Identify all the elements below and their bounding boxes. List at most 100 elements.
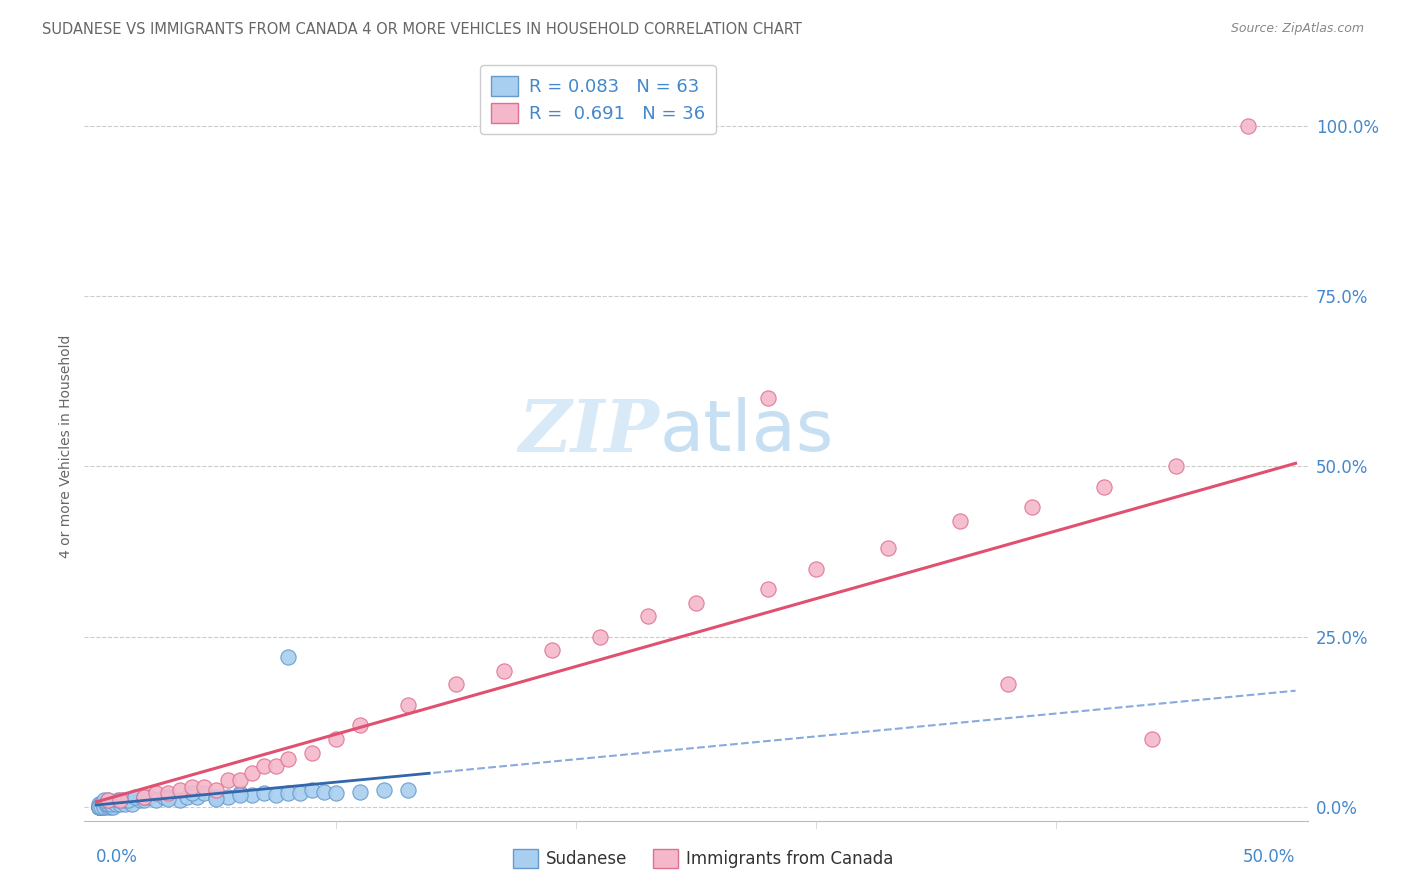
Point (87, 800, 110, 814)
Point (181, 786, 204, 800)
Point (396, 783, 419, 797)
Point (97, 800, 120, 814)
Point (186, 789, 208, 804)
Point (145, 793, 167, 807)
Point (110, 793, 132, 807)
Point (1140, 731, 1163, 746)
Point (157, 789, 180, 804)
Point (97, 793, 120, 807)
Point (1092, 480, 1115, 494)
Point (90, 800, 112, 814)
Point (229, 786, 252, 800)
Y-axis label: 4 or more Vehicles in Household: 4 or more Vehicles in Household (59, 334, 73, 558)
Point (373, 783, 395, 797)
Point (111, 793, 134, 807)
Point (240, 766, 263, 780)
Point (205, 789, 228, 804)
Point (93, 800, 115, 814)
Point (117, 793, 139, 807)
Point (1236, 119, 1258, 133)
Point (157, 792, 180, 806)
Point (1021, 500, 1043, 515)
Point (277, 752, 299, 766)
Text: SUDANESE VS IMMIGRANTS FROM CANADA 4 OR MORE VEHICLES IN HOUSEHOLD CORRELATION C: SUDANESE VS IMMIGRANTS FROM CANADA 4 OR … (42, 22, 801, 37)
Point (229, 772, 252, 787)
Point (205, 783, 228, 797)
Text: ZIP: ZIP (519, 395, 659, 467)
Point (997, 677, 1019, 691)
Point (157, 786, 180, 800)
Legend: Sudanese, Immigrants from Canada: Sudanese, Immigrants from Canada (506, 843, 900, 875)
Point (193, 786, 215, 800)
Point (124, 789, 146, 804)
Point (145, 786, 167, 800)
Point (93, 793, 115, 807)
Point (87, 800, 110, 814)
Point (134, 789, 156, 804)
Point (104, 797, 127, 811)
Point (87, 800, 110, 814)
Point (756, 582, 779, 596)
Point (134, 789, 156, 804)
Point (804, 561, 827, 575)
Point (277, 786, 299, 800)
Point (193, 780, 215, 794)
Point (589, 630, 612, 644)
Point (290, 786, 312, 800)
Point (87, 800, 110, 814)
Point (134, 793, 156, 807)
Point (1164, 459, 1187, 474)
Point (325, 731, 347, 746)
Point (128, 793, 150, 807)
Point (87, 800, 110, 814)
Point (87, 800, 110, 814)
Point (205, 792, 228, 806)
Point (494, 664, 516, 678)
Point (264, 759, 287, 773)
Point (90, 800, 112, 814)
Point (94, 797, 117, 811)
Point (87, 800, 110, 814)
Point (90, 797, 112, 811)
Point (169, 793, 191, 807)
Point (637, 609, 659, 624)
Point (541, 643, 564, 657)
Point (121, 797, 143, 811)
Point (264, 788, 287, 802)
Point (685, 596, 707, 610)
Point (756, 392, 779, 406)
Point (229, 788, 252, 802)
Point (277, 650, 299, 665)
Text: Source: ZipAtlas.com: Source: ZipAtlas.com (1230, 22, 1364, 36)
Point (93, 800, 115, 814)
Point (169, 783, 191, 797)
Point (138, 789, 160, 804)
Point (97, 793, 120, 807)
Point (217, 772, 239, 787)
Point (301, 783, 323, 797)
Point (100, 797, 122, 811)
Point (94, 797, 117, 811)
Point (349, 785, 371, 799)
Point (949, 514, 972, 528)
Text: 50.0%: 50.0% (1243, 848, 1295, 866)
Text: 0.0%: 0.0% (97, 848, 138, 866)
Point (93, 797, 115, 811)
Point (253, 786, 276, 800)
Point (176, 789, 198, 804)
Point (152, 789, 174, 804)
Point (301, 746, 323, 760)
Point (90, 800, 112, 814)
Point (876, 541, 898, 556)
Legend: R = 0.083   N = 63, R =  0.691   N = 36: R = 0.083 N = 63, R = 0.691 N = 36 (481, 65, 716, 134)
Point (253, 759, 276, 773)
Point (114, 797, 136, 811)
Text: atlas: atlas (659, 397, 834, 466)
Point (396, 698, 419, 712)
Point (90, 800, 112, 814)
Point (217, 789, 239, 804)
Point (325, 786, 347, 800)
Point (349, 718, 371, 732)
Point (100, 800, 122, 814)
Point (314, 785, 336, 799)
